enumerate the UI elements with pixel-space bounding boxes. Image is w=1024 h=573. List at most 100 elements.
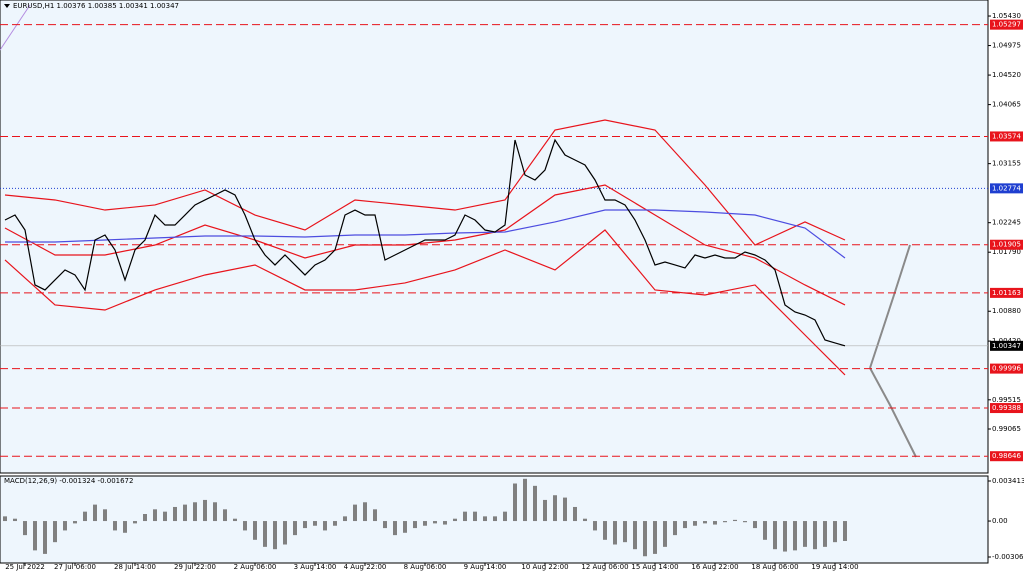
- macd-title: MACD(12,26,9) -0.001324 -0.001672: [4, 477, 133, 485]
- y-tick-label: 0.99065: [992, 425, 1021, 433]
- x-tick-label: 8 Aug 06:00: [404, 563, 447, 571]
- macd-bar: [343, 516, 347, 522]
- macd-bar: [573, 506, 577, 522]
- y-tick-label: 1.04065: [992, 101, 1021, 109]
- level-label: 0.99996: [992, 365, 1021, 373]
- macd-bar: [363, 502, 367, 522]
- y-tick-label: 1.04520: [992, 71, 1021, 79]
- y-tick-label: 1.05430: [992, 12, 1021, 20]
- macd-bar: [203, 499, 207, 522]
- level-label: 0.98646: [992, 452, 1021, 460]
- level-label: 1.01163: [992, 289, 1021, 297]
- macd-bar: [743, 521, 747, 523]
- x-tick-label: 12 Aug 06:00: [581, 563, 628, 571]
- y-tick-label: 0.99515: [992, 396, 1021, 404]
- macd-bar: [13, 518, 17, 522]
- macd-tick-label: 0.003413: [992, 477, 1024, 485]
- macd-bar: [183, 504, 187, 522]
- pivot-label-box: [990, 183, 1023, 194]
- macd-bar: [373, 509, 377, 522]
- macd-bar: [603, 521, 607, 540]
- macd-bar: [153, 509, 157, 522]
- y-tick-label: 1.03155: [992, 160, 1021, 168]
- macd-bar: [783, 521, 787, 552]
- macd-bar: [773, 521, 777, 550]
- drawing-line: [0, 4, 31, 51]
- indicator-line: [5, 209, 846, 259]
- macd-bar: [563, 497, 567, 522]
- x-tick-label: 2 Aug 06:00: [234, 563, 277, 571]
- level-label: 1.03574: [992, 132, 1021, 140]
- macd-bar: [753, 521, 757, 529]
- macd-bar: [553, 495, 557, 522]
- macd-bar: [333, 521, 337, 526]
- macd-bar: [493, 516, 497, 522]
- macd-bar: [643, 521, 647, 557]
- macd-bar: [483, 516, 487, 522]
- x-tick-label: 19 Aug 14:00: [811, 563, 858, 571]
- macd-bar: [253, 521, 257, 540]
- macd-bar: [813, 521, 817, 550]
- macd-bar: [453, 518, 457, 522]
- level-label-box: [990, 19, 1023, 30]
- last-price-box: [990, 340, 1023, 351]
- macd-bar: [63, 521, 67, 531]
- level-label-box: [990, 239, 1023, 250]
- indicator-line: [4, 184, 846, 306]
- macd-bar: [623, 521, 627, 543]
- macd-bar: [293, 521, 297, 536]
- macd-bar: [523, 478, 527, 522]
- macd-bar: [443, 521, 447, 525]
- macd-bar: [463, 511, 467, 522]
- macd-bar: [503, 511, 507, 522]
- level-label-box: [990, 403, 1023, 414]
- macd-bar: [123, 521, 127, 533]
- y-tick-label: 1.00880: [992, 307, 1021, 315]
- level-label: 1.01905: [992, 241, 1021, 249]
- macd-bar: [313, 521, 317, 526]
- level-label-box: [990, 451, 1023, 462]
- macd-bar: [433, 521, 437, 524]
- macd-bar: [423, 521, 427, 526]
- macd-bar: [3, 516, 7, 522]
- level-label: 1.05297: [992, 21, 1021, 29]
- x-tick-label: 3 Aug 14:00: [294, 563, 337, 571]
- macd-bar: [283, 521, 287, 545]
- macd-bar: [673, 521, 677, 536]
- macd-bar: [703, 521, 707, 524]
- x-tick-label: 27 Jul 06:00: [54, 563, 96, 571]
- x-tick-label: 4 Aug 22:00: [344, 563, 387, 571]
- macd-bar: [133, 521, 137, 524]
- macd-bar: [173, 506, 177, 522]
- y-tick-label: 1.01790: [992, 248, 1021, 256]
- macd-bar: [223, 509, 227, 522]
- macd-bar: [303, 521, 307, 529]
- macd-bar: [763, 521, 767, 540]
- macd-bar: [23, 521, 27, 536]
- level-label: 0.99388: [992, 404, 1021, 412]
- x-tick-label: 29 Jul 22:00: [174, 563, 216, 571]
- macd-bar: [663, 521, 667, 547]
- macd-bar: [93, 504, 97, 522]
- x-tick-label: 18 Aug 06:00: [751, 563, 798, 571]
- macd-bar: [413, 521, 417, 529]
- macd-bar: [533, 485, 537, 522]
- menu-triangle: [4, 4, 10, 8]
- level-label-box: [990, 287, 1023, 298]
- price-line: [4, 138, 846, 347]
- macd-bar: [833, 521, 837, 543]
- forecast-arrows: [869, 244, 917, 458]
- y-tick-label: 1.02245: [992, 219, 1021, 227]
- macd-bar: [723, 521, 727, 523]
- macd-bar: [633, 521, 637, 550]
- level-label-box: [990, 363, 1023, 374]
- macd-bar: [593, 521, 597, 531]
- level-label-box: [990, 131, 1023, 142]
- macd-bar: [843, 521, 847, 541]
- macd-bar: [543, 499, 547, 522]
- macd-bar: [103, 509, 107, 522]
- x-tick-label: 9 Aug 14:00: [464, 563, 507, 571]
- macd-bar: [823, 521, 827, 547]
- indicator-line: [4, 229, 846, 376]
